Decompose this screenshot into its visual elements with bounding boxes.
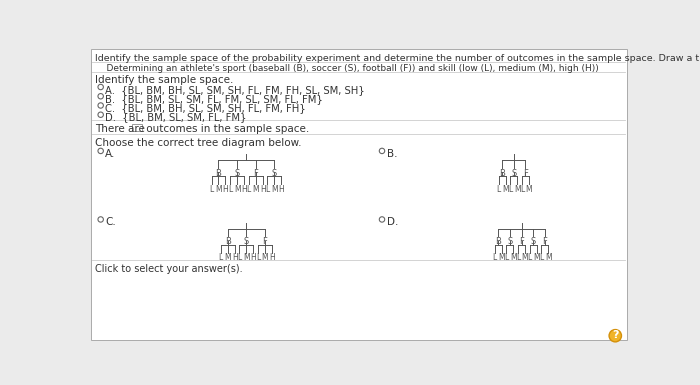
Text: H: H xyxy=(269,253,275,262)
Text: L: L xyxy=(218,253,223,262)
Text: L: L xyxy=(508,185,512,194)
Text: M: M xyxy=(514,185,521,194)
Text: Choose the correct tree diagram below.: Choose the correct tree diagram below. xyxy=(95,138,302,148)
Text: B: B xyxy=(496,237,501,246)
Text: H: H xyxy=(260,185,265,194)
Text: L: L xyxy=(516,253,520,262)
Text: M: M xyxy=(533,253,540,262)
Text: F: F xyxy=(542,237,547,246)
Text: M: M xyxy=(545,253,552,262)
Text: M: M xyxy=(234,185,240,194)
Text: S: S xyxy=(508,237,512,246)
Text: S: S xyxy=(234,169,239,177)
Text: Identify the sample space of the probability experiment and determine the number: Identify the sample space of the probabi… xyxy=(95,54,700,63)
Text: B.  {BL, BM, SL, SM, FL, FM, SL, SM, FL, FM}: B. {BL, BM, SL, SM, FL, FM, SL, SM, FL, … xyxy=(105,94,323,104)
Text: L: L xyxy=(493,253,497,262)
Text: M: M xyxy=(243,253,250,262)
Text: D.  {BL, BM, SL, SM, FL, FM}: D. {BL, BM, SL, SM, FL, FM} xyxy=(105,112,247,122)
Text: L: L xyxy=(228,185,232,194)
Text: F: F xyxy=(253,169,258,177)
Circle shape xyxy=(609,330,622,342)
Text: M: M xyxy=(215,185,222,194)
Text: M: M xyxy=(253,185,259,194)
Text: H: H xyxy=(279,185,284,194)
Text: There are: There are xyxy=(95,124,148,134)
Text: L: L xyxy=(209,185,214,194)
Text: H: H xyxy=(232,253,237,262)
FancyBboxPatch shape xyxy=(90,49,627,340)
Text: M: M xyxy=(262,253,268,262)
Text: Click to select your answer(s).: Click to select your answer(s). xyxy=(95,264,243,274)
Text: B: B xyxy=(216,169,221,177)
Text: H: H xyxy=(223,185,228,194)
Text: B: B xyxy=(225,237,231,246)
Text: D.: D. xyxy=(386,217,398,227)
FancyBboxPatch shape xyxy=(132,124,141,131)
Text: F: F xyxy=(262,237,267,246)
Text: C.  {BL, BM, BH, SL, SM, SH, FL, FM, FH}: C. {BL, BM, BH, SL, SM, SH, FL, FM, FH} xyxy=(105,103,306,113)
Circle shape xyxy=(98,217,104,222)
Text: M: M xyxy=(503,185,509,194)
Circle shape xyxy=(98,148,104,154)
Text: S: S xyxy=(511,169,517,177)
Text: M: M xyxy=(522,253,528,262)
Text: M: M xyxy=(225,253,231,262)
Text: L: L xyxy=(504,253,508,262)
Text: B: B xyxy=(499,169,505,177)
Circle shape xyxy=(379,148,385,154)
Text: A.  {BL, BM, BH, SL, SM, SH, FL, FM, FH, SL, SM, SH}: A. {BL, BM, BH, SL, SM, SH, FL, FM, FH, … xyxy=(105,85,365,95)
Text: H: H xyxy=(241,185,247,194)
Text: F: F xyxy=(523,169,528,177)
Text: Identify the sample space.: Identify the sample space. xyxy=(95,75,234,85)
Text: B.: B. xyxy=(386,149,397,159)
Circle shape xyxy=(379,217,385,222)
Text: outcomes in the sample space.: outcomes in the sample space. xyxy=(144,124,309,134)
Text: S: S xyxy=(244,237,249,246)
Text: L: L xyxy=(539,253,543,262)
Text: F: F xyxy=(519,237,524,246)
Text: M: M xyxy=(271,185,278,194)
Text: M: M xyxy=(510,253,517,262)
Circle shape xyxy=(98,94,104,99)
Text: A.: A. xyxy=(105,149,116,159)
Text: L: L xyxy=(528,253,532,262)
Circle shape xyxy=(98,84,104,90)
Text: C.: C. xyxy=(105,217,116,227)
Text: L: L xyxy=(237,253,241,262)
Text: L: L xyxy=(496,185,500,194)
Text: Determining an athlete's sport (baseball (B), soccer (S), football (F)) and skil: Determining an athlete's sport (baseball… xyxy=(95,64,599,73)
Text: L: L xyxy=(520,185,524,194)
Text: M: M xyxy=(498,253,505,262)
Text: H: H xyxy=(251,253,256,262)
Circle shape xyxy=(98,103,104,108)
Text: S: S xyxy=(272,169,277,177)
Text: L: L xyxy=(246,185,251,194)
Text: L: L xyxy=(256,253,260,262)
Text: M: M xyxy=(526,185,532,194)
Text: ?: ? xyxy=(612,330,619,340)
Circle shape xyxy=(98,112,104,117)
Text: S: S xyxy=(531,237,536,246)
Text: L: L xyxy=(265,185,270,194)
